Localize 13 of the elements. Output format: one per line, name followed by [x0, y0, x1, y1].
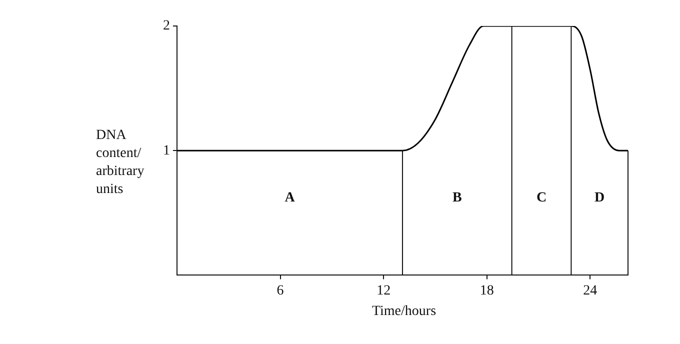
y-axis-title: DNA content/ arbitrary units	[96, 128, 144, 197]
y-tick-label: 1	[163, 143, 170, 158]
x-axis-title: Time/hours	[370, 304, 438, 320]
annotation: C	[536, 190, 547, 206]
x-tick-label: 18	[480, 283, 494, 298]
x-tick-label: 12	[376, 283, 391, 298]
line-series	[177, 26, 628, 152]
x-tick-label: 6	[276, 283, 284, 298]
annotation: D	[594, 190, 605, 206]
y-tick-label: 2	[163, 18, 170, 34]
annotation: A	[284, 190, 296, 206]
x-tick-label: 24	[583, 283, 598, 298]
annotation: B	[452, 190, 462, 206]
